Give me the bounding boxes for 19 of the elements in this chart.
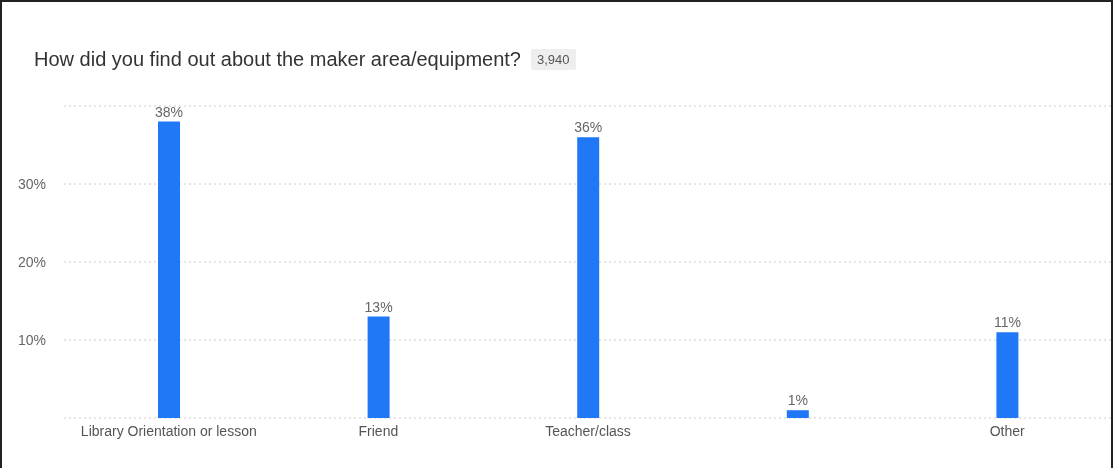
bar [367, 316, 390, 418]
x-tick-label: Teacher/class [545, 422, 631, 439]
x-tick-label: Library Orientation or lesson [80, 422, 257, 439]
y-tick-label: 10% [18, 331, 47, 348]
data-label: 36% [574, 119, 603, 136]
data-label: 1% [787, 392, 808, 409]
x-tick-label: Other [989, 422, 1026, 439]
text: 3,940 [530, 49, 576, 70]
x-tick-label: Friend [358, 422, 399, 439]
data-label: 13% [364, 298, 393, 315]
bar [786, 410, 809, 418]
bar [996, 332, 1019, 418]
data-label: 38% [154, 103, 184, 120]
chart-title: How did you find out about the maker area/equipment? [34, 48, 521, 71]
bar [577, 137, 600, 418]
y-tick-label: 30% [18, 175, 47, 192]
y-tick-label: 20% [18, 253, 47, 270]
bar [158, 121, 180, 418]
data-label: 11% [993, 314, 1021, 331]
